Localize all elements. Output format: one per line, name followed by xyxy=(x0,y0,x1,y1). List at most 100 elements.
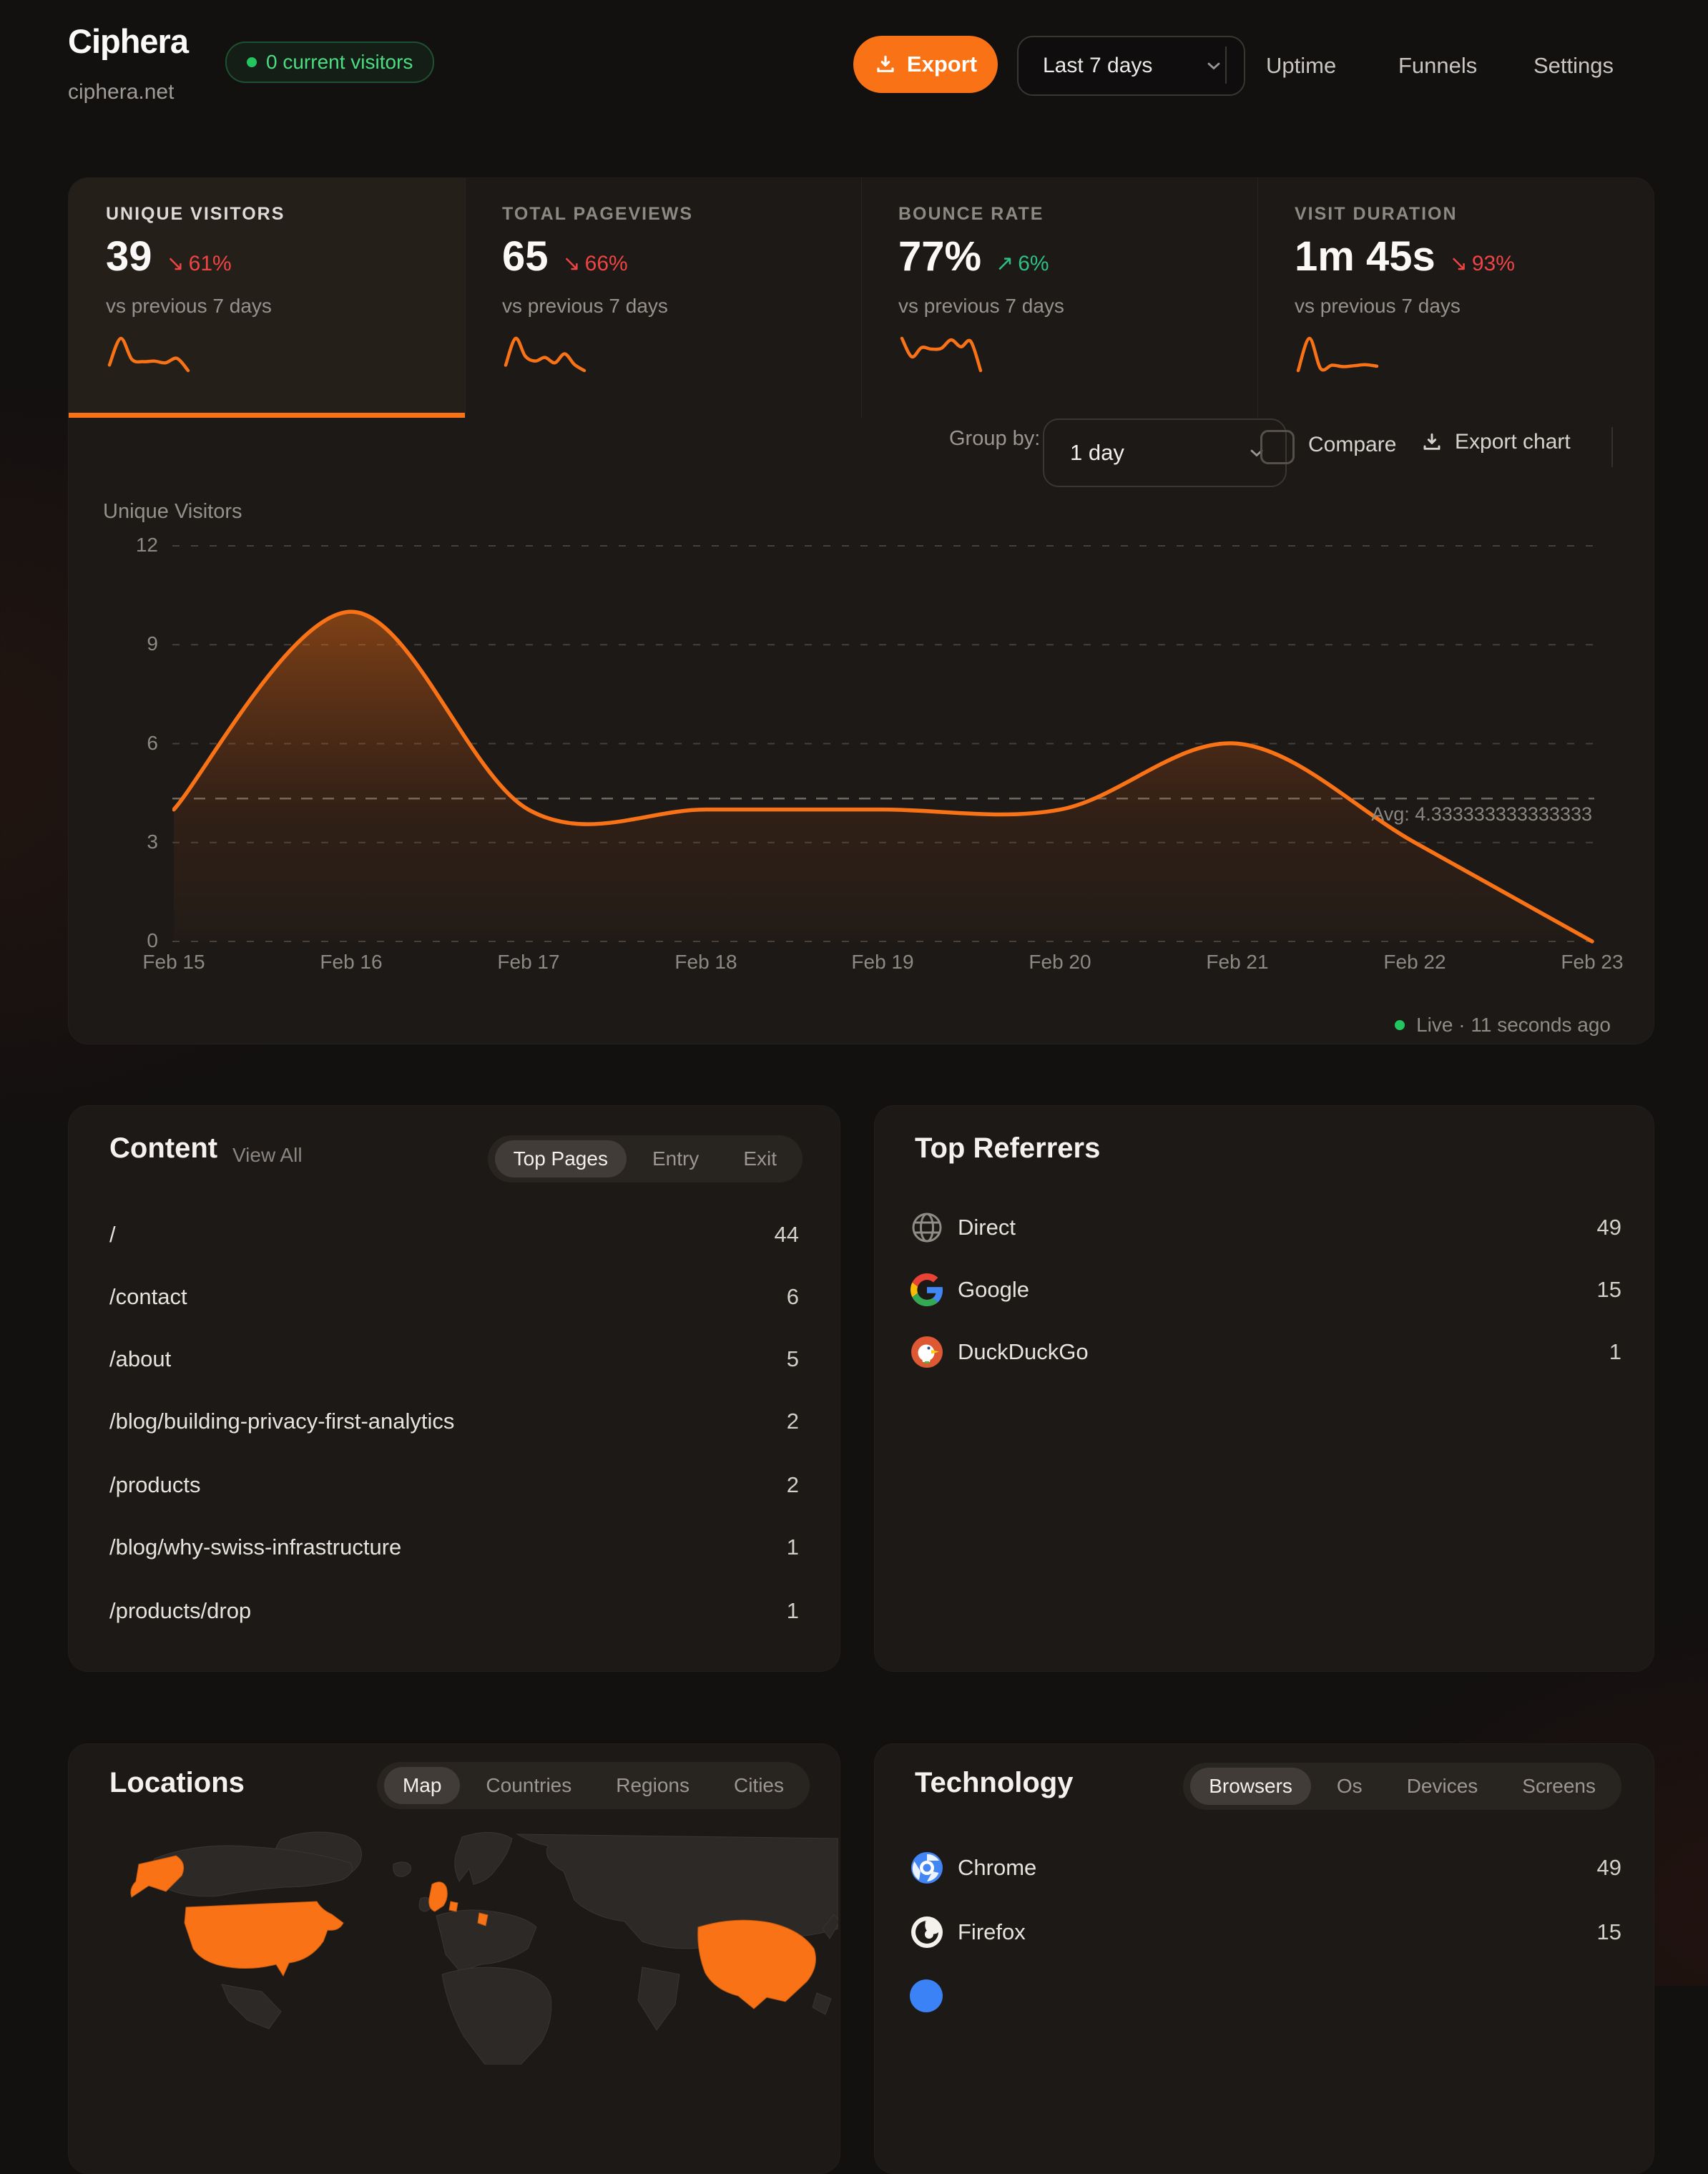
tab-top-pages[interactable]: Top Pages xyxy=(494,1140,627,1177)
stat-label: VISIT DURATION xyxy=(1295,204,1458,224)
tab-browsers[interactable]: Browsers xyxy=(1190,1768,1311,1805)
tab-devices[interactable]: Devices xyxy=(1406,1775,1478,1797)
y-axis-tick: 9 xyxy=(147,632,158,655)
view-all-link[interactable]: View All xyxy=(232,1144,303,1166)
map-japan xyxy=(822,1914,838,1939)
nav-uptime[interactable]: Uptime xyxy=(1266,53,1337,78)
app-title: Ciphera xyxy=(68,22,189,60)
group-by-dropdown[interactable]: 1 day xyxy=(1043,418,1287,487)
referrer-count: 49 xyxy=(1596,1215,1621,1240)
export-chart-button[interactable]: Export chart xyxy=(1420,430,1571,454)
chrome-icon xyxy=(911,1851,943,1884)
live-dot-icon xyxy=(247,57,257,67)
browser-count: 49 xyxy=(1596,1855,1621,1880)
live-dot-icon xyxy=(1395,1020,1405,1030)
nav-funnels[interactable]: Funnels xyxy=(1398,53,1478,78)
map-europe xyxy=(436,1909,537,1972)
x-axis-tick: Feb 18 xyxy=(674,951,737,973)
date-range-selector[interactable]: Last 7 days xyxy=(1017,36,1245,96)
chart-series-label: Unique Visitors xyxy=(103,500,242,523)
site-domain: ciphera.net xyxy=(68,80,175,104)
x-axis-tick: Feb 23 xyxy=(1561,951,1624,973)
locations-panel: Locations Map Countries Regions Cities xyxy=(68,1743,840,2174)
stat-label: TOTAL PAGEVIEWS xyxy=(502,204,694,224)
compare-checkbox[interactable] xyxy=(1260,430,1295,464)
stat-label: UNIQUE VISITORS xyxy=(106,204,285,224)
stat-delta: ↗ 6% xyxy=(996,252,1049,275)
download-icon xyxy=(1423,433,1440,450)
tab-countries[interactable]: Countries xyxy=(486,1774,572,1796)
header-divider xyxy=(1225,46,1227,84)
stat-compare-label: vs previous 7 days xyxy=(898,295,1064,317)
live-status: Live · 11 seconds ago xyxy=(1395,1014,1611,1037)
compare-label[interactable]: Compare xyxy=(1308,433,1397,456)
page-row-count: 2 xyxy=(786,1409,799,1434)
content-panel: Content View All Top Pages Entry Exit / … xyxy=(68,1105,840,1672)
delta-arrow-icon: ↘ xyxy=(562,252,581,275)
map-canada xyxy=(152,1845,353,1897)
x-axis-tick: Feb 15 xyxy=(142,951,205,973)
page-row-count: 2 xyxy=(786,1472,799,1497)
page-row-path[interactable]: /contact xyxy=(109,1284,187,1309)
google-icon xyxy=(911,1273,943,1306)
page-row-path[interactable]: /about xyxy=(109,1346,172,1371)
tab-cities[interactable]: Cities xyxy=(733,1774,784,1796)
group-by-label: Group by: xyxy=(949,427,1041,450)
stat-card-bounce-rate[interactable]: BOUNCE RATE 77% ↗ 6% vs previous 7 days xyxy=(861,178,1258,418)
map-mexico xyxy=(221,1984,282,2029)
export-button[interactable]: Export xyxy=(853,36,998,93)
world-map[interactable] xyxy=(70,1821,838,2065)
content-title: Content xyxy=(109,1132,218,1164)
referrer-name[interactable]: DuckDuckGo xyxy=(958,1339,1089,1364)
page-row-path[interactable]: /blog/building-privacy-first-analytics xyxy=(109,1409,455,1434)
delta-arrow-icon: ↘ xyxy=(1449,252,1468,275)
stat-card-total-pageviews[interactable]: TOTAL PAGEVIEWS 65 ↘ 66% vs previous 7 da… xyxy=(465,178,862,418)
export-button-label: Export xyxy=(906,52,978,77)
browser-name[interactable]: Chrome xyxy=(958,1855,1037,1880)
tab-os[interactable]: Os xyxy=(1336,1775,1363,1797)
page-row-count: 6 xyxy=(786,1284,799,1309)
delta-arrow-icon: ↘ xyxy=(166,252,185,275)
tab-screens[interactable]: Screens xyxy=(1522,1775,1596,1797)
technology-title: Technology xyxy=(915,1767,1074,1798)
stat-value: 65 xyxy=(502,233,549,280)
tab-regions[interactable]: Regions xyxy=(616,1774,689,1796)
download-icon xyxy=(877,55,894,72)
globe-icon xyxy=(911,1211,943,1244)
referrer-name[interactable]: Direct xyxy=(958,1215,1016,1240)
referrers-title: Top Referrers xyxy=(915,1132,1101,1164)
page-row-path[interactable]: /products xyxy=(109,1472,201,1497)
referrer-count: 15 xyxy=(1596,1277,1621,1302)
duckduckgo-icon xyxy=(911,1336,943,1368)
browser-name[interactable]: Firefox xyxy=(958,1919,1026,1944)
nav-settings[interactable]: Settings xyxy=(1533,53,1614,78)
sparkline-chart xyxy=(900,336,983,373)
referrer-count: 1 xyxy=(1609,1339,1621,1364)
page-row-path[interactable]: / xyxy=(109,1222,116,1247)
stat-value: 39 xyxy=(106,233,152,280)
current-visitors-badge[interactable]: 0 current visitors xyxy=(225,41,435,83)
tab-entry[interactable]: Entry xyxy=(652,1147,700,1170)
browser-icon-partial xyxy=(910,1979,943,2012)
map-scandinavia xyxy=(454,1831,513,1885)
export-chart-label: Export chart xyxy=(1455,430,1571,454)
technology-tabs: Browsers Os Devices Screens xyxy=(1183,1763,1621,1810)
stat-card-visit-duration[interactable]: VISIT DURATION 1m 45s ↘ 93% vs previous 7… xyxy=(1257,178,1654,418)
y-axis-tick: 3 xyxy=(147,831,158,853)
stat-card-unique-visitors[interactable]: UNIQUE VISITORS 39 ↘ 61% vs previous 7 da… xyxy=(69,178,466,418)
stat-compare-label: vs previous 7 days xyxy=(502,295,668,317)
referrer-name[interactable]: Google xyxy=(958,1277,1029,1302)
tab-map[interactable]: Map xyxy=(383,1767,461,1804)
delta-arrow-icon: ↗ xyxy=(996,252,1014,275)
page-row-count: 44 xyxy=(774,1222,799,1247)
y-axis-tick: 12 xyxy=(135,534,158,556)
active-stat-indicator xyxy=(69,413,465,418)
visitors-area-chart[interactable] xyxy=(172,537,1596,949)
page-row-path[interactable]: /products/drop xyxy=(109,1598,252,1623)
y-axis-tick: 6 xyxy=(147,732,158,754)
map-iceland xyxy=(393,1861,411,1877)
chevron-down-icon xyxy=(1207,62,1220,70)
tab-exit[interactable]: Exit xyxy=(743,1147,777,1170)
page-row-path[interactable]: /blog/why-swiss-infrastructure xyxy=(109,1534,402,1559)
y-axis-tick: 0 xyxy=(147,929,158,951)
